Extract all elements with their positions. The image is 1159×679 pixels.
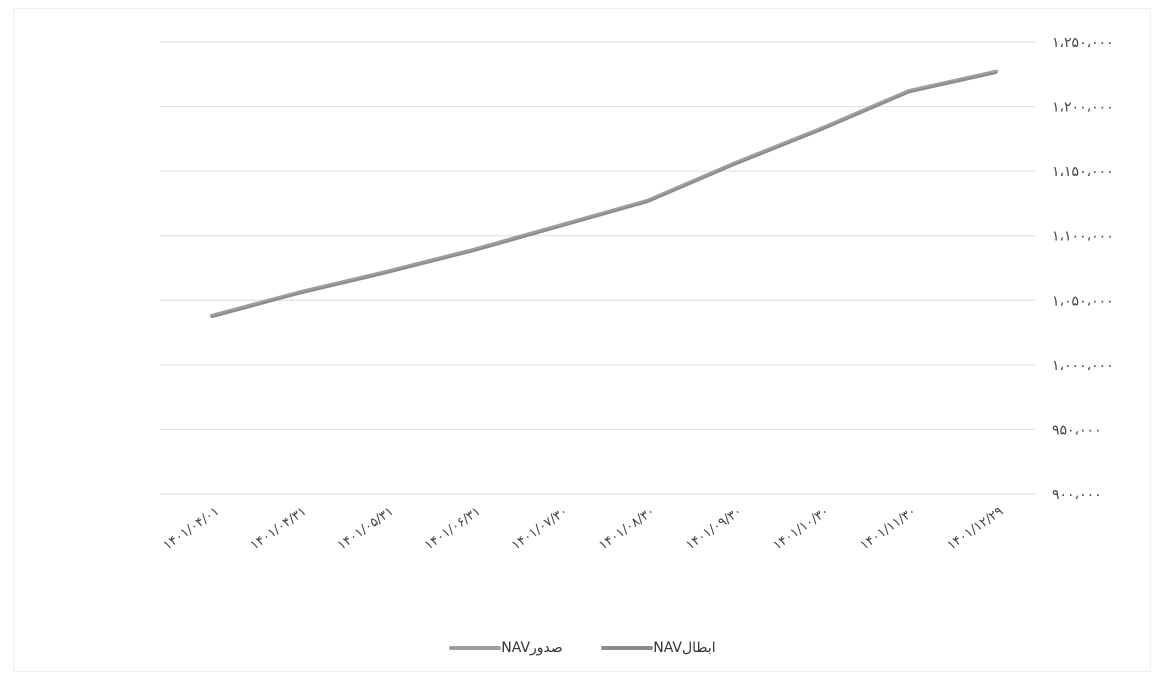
y-tick-label: ۱،۰۵۰،۰۰۰ (1052, 293, 1114, 309)
x-tick-label: ۱۴۰۱/۰۹/۳۰ (683, 504, 745, 553)
x-tick-label: ۱۴۰۱/۱۱/۳۰ (858, 504, 920, 553)
legend-item-series-1: NAVصدور (443, 640, 563, 656)
y-tick-label: ۱،۱۰۰،۰۰۰ (1052, 229, 1114, 245)
y-tick-label: ۱،۲۰۰،۰۰۰ (1052, 100, 1114, 116)
x-tick-label: ۱۴۰۱/۱۰/۳۰ (771, 504, 833, 553)
y-tick-label: ۱،۰۰۰،۰۰۰ (1052, 358, 1114, 374)
x-tick-label: ۱۴۰۱/۱۲/۲۹ (945, 504, 1007, 553)
y-tick-label: ۹۵۰،۰۰۰ (1052, 422, 1102, 438)
x-tick-label: ۱۴۰۱/۰۴/۰۱ (161, 504, 223, 553)
legend-swatch-series-1 (449, 646, 502, 650)
x-tick-label: ۱۴۰۱/۰۸/۳۰ (596, 504, 658, 553)
chart-legend: NAVصدور NAVابطال (0, 638, 1159, 656)
legend-label-series-1: NAVصدور (501, 640, 563, 656)
series-line-2 (211, 72, 997, 319)
y-tick-label: ۹۰۰،۰۰۰ (1052, 487, 1102, 503)
x-tick-label: ۱۴۰۱/۰۷/۳۰ (509, 504, 571, 553)
chart-frame (13, 8, 1151, 672)
legend-item-series-2: NAVابطال (595, 640, 716, 656)
x-tick-label: ۱۴۰۱/۰۴/۳۱ (248, 504, 310, 553)
legend-swatch-series-2 (601, 646, 654, 650)
y-tick-label: ۱،۲۵۰،۰۰۰ (1052, 35, 1114, 51)
y-tick-label: ۱،۱۵۰،۰۰۰ (1052, 164, 1114, 180)
x-tick-label: ۱۴۰۱/۰۶/۳۱ (422, 504, 484, 553)
series-line-1 (210, 69, 998, 318)
legend-label-series-2: NAVابطال (653, 640, 716, 656)
x-tick-label: ۱۴۰۱/۰۵/۳۱ (335, 504, 397, 553)
